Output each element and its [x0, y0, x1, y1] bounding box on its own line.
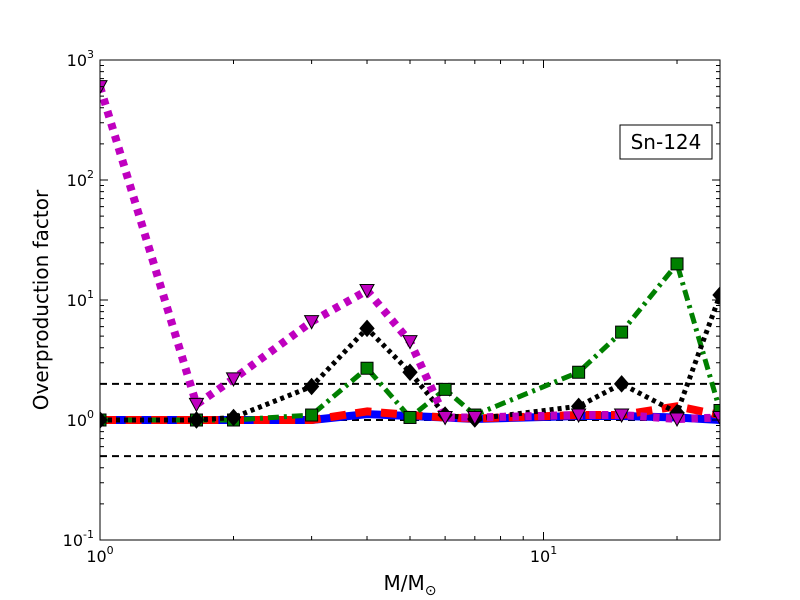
- series-2-point: [305, 408, 319, 422]
- x-axis-label: M/M⊙: [384, 571, 437, 599]
- series-4-point: [225, 372, 242, 387]
- y-tick-exp: 1: [87, 288, 94, 301]
- x-tick-base: 10: [530, 547, 550, 566]
- series-3-point: [359, 319, 375, 338]
- x-tick-base: 10: [86, 547, 106, 566]
- y-tick-label: 103: [67, 48, 94, 70]
- y-tick-label: 101: [67, 288, 94, 310]
- series-4-point: [303, 315, 320, 330]
- x-tick-label: 100: [86, 544, 113, 566]
- y-tick-base: 10: [67, 171, 87, 190]
- annotation-box: Sn-124: [619, 124, 713, 160]
- series-4-point: [613, 408, 630, 424]
- series-4-point: [188, 397, 205, 413]
- series-line-4: [100, 85, 720, 423]
- y-tick-label: 102: [67, 168, 94, 190]
- x-tick-exp: 0: [107, 544, 114, 557]
- y-tick-label: 10-1: [63, 528, 94, 550]
- series-line-3: [100, 294, 720, 423]
- series-4-point: [712, 410, 720, 426]
- annotation-frame: [619, 124, 713, 160]
- x-axis-label-sub: ⊙: [425, 583, 437, 599]
- series-4-point: [359, 283, 375, 299]
- y-tick-exp: 2: [87, 168, 94, 181]
- y-tick-exp: -1: [83, 528, 94, 541]
- series-2-point: [360, 361, 374, 375]
- series-2-point: [572, 365, 586, 379]
- series-2-point: [615, 325, 629, 339]
- y-axis-label: Overproduction factor: [29, 189, 53, 410]
- y-tick-base: 10: [67, 411, 87, 430]
- series-3-point: [402, 363, 418, 382]
- series-4-point: [437, 410, 453, 426]
- y-tick-base: 10: [67, 291, 87, 310]
- series-4-point: [570, 408, 587, 424]
- series-2-point: [670, 257, 684, 271]
- x-axis-label-main: M/M: [384, 571, 425, 595]
- series-3-point: [188, 411, 205, 429]
- y-tick-exp: 0: [87, 408, 94, 421]
- series-2-point: [713, 403, 720, 417]
- series-4-point: [402, 335, 418, 350]
- plot-background: [100, 60, 720, 540]
- series-3-point: [303, 377, 320, 396]
- series-3-point: [712, 286, 720, 304]
- y-tick-base: 10: [67, 51, 87, 70]
- series-3-point: [613, 375, 630, 393]
- series-2-point: [403, 410, 417, 424]
- series-2-point: [438, 382, 452, 396]
- annotation-text: Sn-124: [631, 130, 702, 154]
- x-tick-label: 101: [530, 544, 557, 566]
- y-tick-label: 100: [67, 408, 94, 430]
- y-tick-base: 10: [63, 531, 83, 550]
- series-4-point: [669, 412, 685, 428]
- x-tick-exp: 1: [550, 544, 557, 557]
- series-3-point: [225, 408, 242, 427]
- series-4-point: [466, 410, 483, 426]
- y-tick-exp: 3: [87, 48, 94, 61]
